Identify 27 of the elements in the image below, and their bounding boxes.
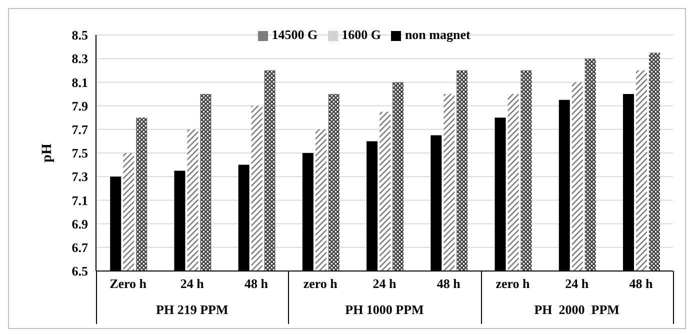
y-tick-label: 8.5 [72, 28, 88, 43]
y-tick-label: 6.9 [72, 216, 88, 232]
y-tick-label: 8.1 [72, 74, 88, 90]
x-tick-label: 48 h [436, 276, 462, 292]
y-tick-label: 6.7 [72, 240, 88, 256]
y-tick-label: 7.3 [72, 169, 88, 184]
legend-label: non magnet [404, 27, 470, 42]
x-tick-label: zero h [303, 276, 338, 292]
y-tick-label: 7.9 [72, 98, 88, 114]
y-tick-label: 7.7 [72, 122, 88, 138]
x-tick-label: zero h [496, 276, 531, 292]
x-tick-label: 48 h [629, 276, 654, 292]
x-tick-label: 24 h [372, 276, 398, 292]
x-tick-label: 48 h [244, 276, 269, 292]
x-tick-label: 24 h [565, 276, 590, 292]
y-tick-label: 8.3 [72, 51, 88, 66]
text: PH 2000 PPM [533, 301, 620, 319]
x-tick-label: 24 h [180, 276, 205, 292]
text: PH 219 PPM [155, 301, 230, 319]
text: PH 1000 PPM [344, 301, 425, 319]
legend-label: 1600 G [342, 27, 381, 42]
legend-label: 14500 G [272, 27, 318, 42]
x-tick-label: Zero h [110, 276, 148, 292]
y-tick-label: 7.5 [72, 146, 88, 161]
y-tick-label: 7.1 [72, 192, 88, 208]
y-axis-title: pH [40, 144, 55, 162]
y-tick-label: 6.5 [72, 264, 88, 279]
